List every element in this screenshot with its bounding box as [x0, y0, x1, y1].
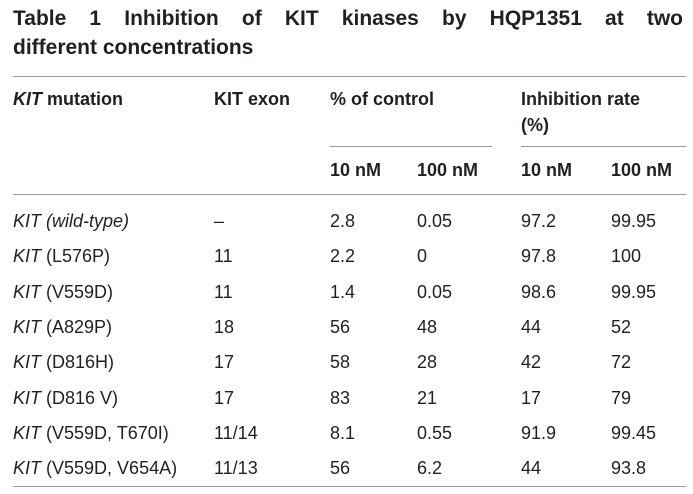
cell-ir-100nm: 93.8	[611, 458, 647, 478]
cell-gene: KIT	[13, 458, 42, 478]
cell-mutation: KIT (D816H)	[13, 350, 114, 374]
cell-mutation: KIT (V559D, V654A)	[13, 456, 177, 480]
cell-ir-100nm: 52	[611, 317, 632, 337]
cell-mutation: KIT (wild-type)	[13, 209, 129, 233]
cell-ir-10nm: 98.6	[521, 282, 557, 302]
header-kit-mutation: KIT mutation	[13, 86, 123, 112]
cell-gene: KIT	[13, 388, 42, 408]
cell-pc-10nm: 1.4	[330, 282, 356, 302]
cell-variant: (L576P)	[41, 246, 111, 266]
header-mutation-text: mutation	[42, 89, 123, 109]
cell-exon: 18	[214, 317, 235, 337]
subheader-pc-10nm: 10 nM	[330, 160, 382, 180]
cell-pc-10nm: 56	[330, 317, 351, 337]
cell-variant: (V559D, T670I)	[41, 423, 169, 443]
cell-pc-100nm: 0.05	[417, 211, 453, 231]
cell-variant: (wild-type)	[41, 211, 130, 231]
cell-exon: 17	[214, 352, 235, 372]
cell-ir-100nm: 72	[611, 352, 632, 372]
cell-pc-100nm: 6.2	[417, 458, 443, 478]
cell-pc-100nm: 0	[417, 246, 428, 266]
cell-gene: KIT	[13, 211, 42, 231]
header-kit-exon: KIT exon	[214, 89, 291, 109]
table-title-line-1: Table 1 Inhibition of KIT kinases by HQP…	[13, 7, 683, 30]
cell-pc-10nm: 58	[330, 352, 351, 372]
cell-ir-100nm: 99.45	[611, 423, 657, 443]
inhibition-rate-subrule	[521, 146, 686, 147]
cell-variant: (V559D, V654A)	[41, 458, 178, 478]
header-percent-of-control: % of control	[330, 89, 434, 109]
cell-ir-10nm: 44	[521, 317, 542, 337]
cell-pc-10nm: 56	[330, 458, 351, 478]
cell-pc-100nm: 48	[417, 317, 438, 337]
cell-pc-10nm: 8.1	[330, 423, 356, 443]
cell-pc-10nm: 2.8	[330, 211, 356, 231]
cell-ir-10nm: 91.9	[521, 423, 557, 443]
cell-exon: –	[214, 211, 225, 231]
cell-exon: 11/14	[214, 423, 258, 443]
cell-ir-10nm: 17	[521, 388, 542, 408]
cell-mutation: KIT (V559D)	[13, 280, 113, 304]
cell-pc-100nm: 0.55	[417, 423, 453, 443]
cell-pc-100nm: 21	[417, 388, 438, 408]
cell-variant: (D816H)	[41, 352, 115, 372]
cell-ir-10nm: 97.2	[521, 211, 557, 231]
cell-exon: 11	[214, 282, 233, 302]
cell-exon: 11/13	[214, 458, 258, 478]
cell-gene: KIT	[13, 246, 42, 266]
cell-mutation: KIT (L576P)	[13, 244, 110, 268]
cell-ir-100nm: 100	[611, 246, 642, 266]
cell-ir-10nm: 97.8	[521, 246, 557, 266]
header-kit-italic: KIT	[13, 89, 42, 109]
bottom-rule	[13, 486, 686, 487]
cell-pc-100nm: 0.05	[417, 282, 453, 302]
cell-pc-10nm: 83	[330, 388, 351, 408]
cell-ir-100nm: 99.95	[611, 211, 657, 231]
cell-mutation: KIT (A829P)	[13, 315, 112, 339]
cell-pc-10nm: 2.2	[330, 246, 356, 266]
cell-exon: 17	[214, 388, 235, 408]
table-title-line-2: different concentrations	[13, 36, 254, 59]
cell-ir-100nm: 99.95	[611, 282, 657, 302]
cell-exon: 11	[214, 246, 233, 266]
subheader-pc-100nm: 100 nM	[417, 160, 479, 180]
cell-variant: (A829P)	[41, 317, 113, 337]
cell-mutation: KIT (D816 V)	[13, 386, 118, 410]
cell-gene: KIT	[13, 423, 42, 443]
cell-gene: KIT	[13, 317, 42, 337]
cell-gene: KIT	[13, 282, 42, 302]
header-inhibition-rate-unit: (%)	[521, 115, 549, 135]
subheader-ir-100nm: 100 nM	[611, 160, 673, 180]
cell-mutation: KIT (V559D, T670I)	[13, 421, 169, 445]
cell-pc-100nm: 28	[417, 352, 438, 372]
cell-variant: (D816 V)	[41, 388, 119, 408]
table-title: Table 1 Inhibition of KIT kinases by HQP…	[13, 4, 683, 62]
cell-ir-10nm: 42	[521, 352, 542, 372]
percent-control-subrule	[330, 146, 492, 147]
header-rule	[13, 194, 686, 195]
cell-ir-100nm: 79	[611, 388, 632, 408]
top-rule	[13, 76, 686, 77]
cell-gene: KIT	[13, 352, 42, 372]
header-inhibition-rate: Inhibition rate	[521, 89, 640, 109]
cell-ir-10nm: 44	[521, 458, 542, 478]
subheader-ir-10nm: 10 nM	[521, 160, 573, 180]
cell-variant: (V559D)	[41, 282, 114, 302]
